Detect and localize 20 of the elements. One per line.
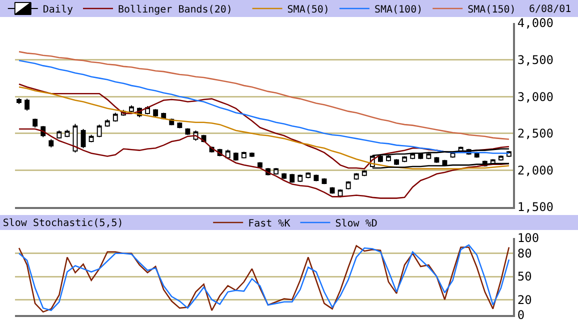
y-tick-label: 20 [517,292,532,307]
text: 6/08/01 [529,4,572,15]
chart-title: Slow Stochastic(5,5) [2,218,124,229]
y-tick-label: 2,500 [517,126,554,141]
y-tick-label: 3,500 [517,53,554,67]
legend-label: Daily [42,4,73,16]
y-tick-label: 100 [517,231,540,246]
y-tick-label: 3,000 [517,90,554,104]
y-tick-label: 2,000 [517,163,554,178]
y-tick-label: 80 [517,246,532,261]
legend-label: Fast %K [248,218,290,230]
y-tick-label: 0 [517,308,525,322]
legend-label: Slow %D [335,218,378,230]
legend-label: SMA(150) [468,4,516,16]
y-tick-label: 1,500 [517,200,554,214]
y-tick-label: 4,000 [517,16,554,30]
y-tick-label: 50 [517,270,532,284]
legend-label: SMA(50) [287,4,330,16]
legend-label: SMA(100) [374,4,423,16]
legend-label: Bollinger Bands(20) [118,4,232,16]
